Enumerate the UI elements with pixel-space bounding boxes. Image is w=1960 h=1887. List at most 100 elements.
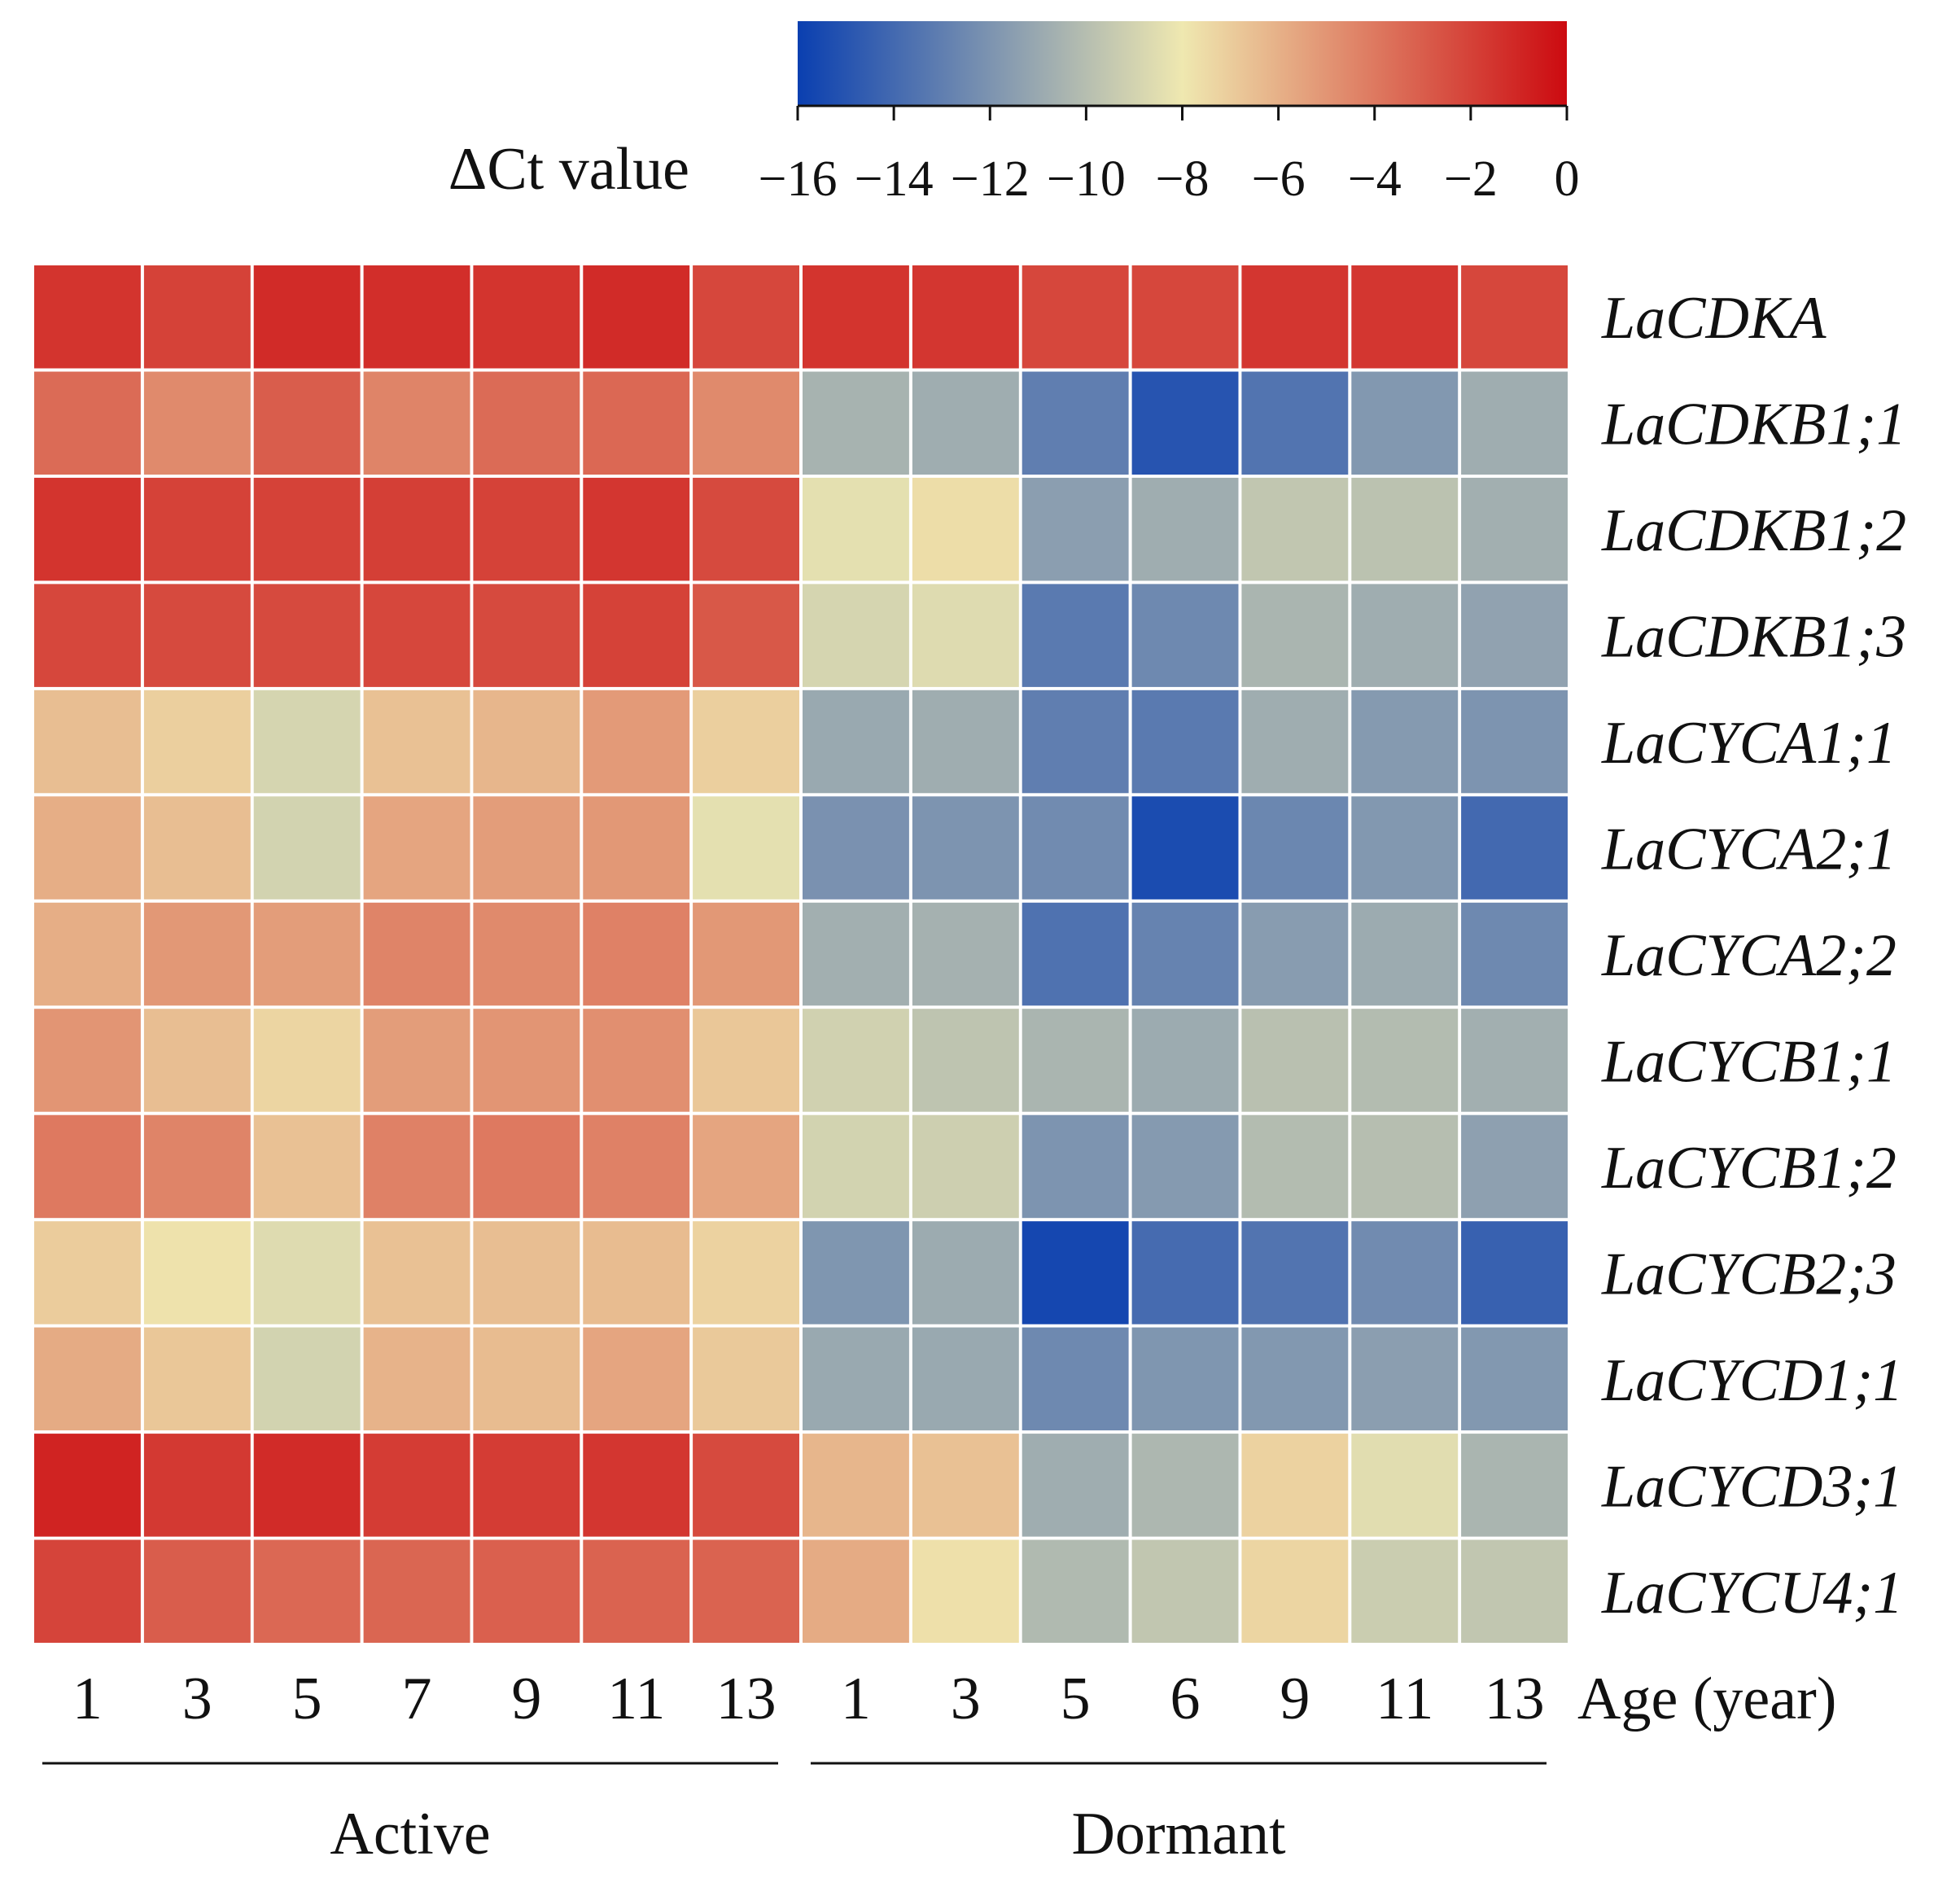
heatmap-cell bbox=[1241, 584, 1349, 687]
gene-label: LaCYCD1;1 bbox=[1601, 1347, 1903, 1414]
heatmap-cell bbox=[1241, 1009, 1349, 1112]
heatmap-cell bbox=[803, 690, 909, 794]
colorbar-title: ΔCt value bbox=[448, 136, 689, 203]
gene-label: LaCYCU4;1 bbox=[1601, 1560, 1903, 1626]
heatmap-cell bbox=[363, 690, 470, 794]
heatmap-cell bbox=[143, 796, 251, 900]
gene-label: LaCDKB1;2 bbox=[1601, 497, 1906, 564]
heatmap-cell bbox=[1241, 1327, 1349, 1431]
heatmap-cell bbox=[1461, 902, 1568, 1006]
heatmap-cell bbox=[1241, 690, 1349, 794]
heatmap-cell bbox=[1241, 477, 1349, 581]
heatmap-cell bbox=[803, 796, 909, 900]
heatmap-cell bbox=[1351, 796, 1459, 900]
heatmap-cell bbox=[473, 1114, 580, 1219]
heatmap-cell bbox=[34, 371, 141, 475]
heatmap-cells bbox=[34, 265, 1568, 1643]
heatmap-cell bbox=[1022, 1221, 1129, 1324]
heatmap-cell bbox=[1241, 371, 1349, 475]
column-label: 1 bbox=[72, 1666, 103, 1732]
heatmap-cell bbox=[912, 796, 1019, 900]
column-label: 3 bbox=[951, 1666, 981, 1732]
heatmap-cell bbox=[143, 1539, 251, 1643]
heatmap-cell bbox=[253, 1221, 361, 1324]
heatmap-cell bbox=[693, 690, 799, 794]
heatmap-cell bbox=[912, 477, 1019, 581]
heatmap-cell bbox=[1131, 371, 1239, 475]
heatmap-cell bbox=[1131, 1114, 1239, 1219]
colorbar-tick-label: −12 bbox=[951, 151, 1030, 207]
heatmap-cell bbox=[912, 265, 1019, 369]
heatmap-cell bbox=[34, 1539, 141, 1643]
heatmap-cell bbox=[473, 1009, 580, 1112]
heatmap-cell bbox=[473, 584, 580, 687]
heatmap-cell bbox=[363, 796, 470, 900]
heatmap-cell bbox=[473, 1539, 580, 1643]
heatmap-cell bbox=[1461, 1114, 1568, 1219]
heatmap-cell bbox=[912, 1114, 1019, 1219]
column-label: 5 bbox=[292, 1666, 322, 1732]
heatmap-cell bbox=[143, 902, 251, 1006]
colorbar-tick-label: 0 bbox=[1555, 151, 1580, 207]
heatmap-cell bbox=[912, 690, 1019, 794]
heatmap-cell bbox=[693, 371, 799, 475]
heatmap-cell bbox=[363, 477, 470, 581]
heatmap-cell bbox=[803, 371, 909, 475]
heatmap-cell bbox=[693, 1114, 799, 1219]
heatmap-cell bbox=[583, 902, 690, 1006]
heatmap-cell bbox=[1461, 584, 1568, 687]
heatmap-cell bbox=[912, 1221, 1019, 1324]
heatmap-cell bbox=[143, 1221, 251, 1324]
heatmap-cell bbox=[1351, 1009, 1459, 1112]
heatmap-cell bbox=[34, 1114, 141, 1219]
heatmap-cell bbox=[473, 796, 580, 900]
heatmap-cell bbox=[473, 902, 580, 1006]
heatmap-cell bbox=[1022, 371, 1129, 475]
heatmap-cell bbox=[363, 1009, 470, 1112]
heatmap-cell bbox=[1351, 265, 1459, 369]
colorbar-tick-label: −6 bbox=[1252, 151, 1306, 207]
heatmap-cell bbox=[1131, 1539, 1239, 1643]
heatmap-cell bbox=[1131, 690, 1239, 794]
colorbar-tick-label: −2 bbox=[1444, 151, 1498, 207]
heatmap-cell bbox=[583, 371, 690, 475]
heatmap-cell bbox=[1461, 477, 1568, 581]
heatmap-cell bbox=[693, 584, 799, 687]
heatmap-cell bbox=[1461, 690, 1568, 794]
heatmap-cell bbox=[34, 690, 141, 794]
heatmap-cell bbox=[583, 1114, 690, 1219]
heatmap-cell bbox=[693, 1434, 799, 1537]
heatmap-cell bbox=[1461, 1539, 1568, 1643]
heatmap-cell bbox=[143, 265, 251, 369]
heatmap-cell bbox=[1131, 477, 1239, 581]
heatmap-cell bbox=[693, 1009, 799, 1112]
column-label: 13 bbox=[716, 1666, 777, 1732]
heatmap-cell bbox=[363, 1221, 470, 1324]
gene-label: LaCYCD3;1 bbox=[1601, 1453, 1903, 1520]
group-brackets: Active Dormant bbox=[42, 1762, 1547, 1867]
heatmap-cell bbox=[1131, 584, 1239, 687]
heatmap-cell bbox=[1351, 902, 1459, 1006]
column-labels: 1 3 5 7 9 11 13 1 3 5 6 9 11 13 bbox=[72, 1666, 1545, 1732]
heatmap-cell bbox=[473, 690, 580, 794]
heatmap-cell bbox=[693, 796, 799, 900]
heatmap-cell bbox=[1241, 265, 1349, 369]
heatmap-cell bbox=[363, 1327, 470, 1431]
column-label: 5 bbox=[1061, 1666, 1091, 1732]
heatmap-cell bbox=[803, 265, 909, 369]
heatmap-cell bbox=[473, 1327, 580, 1431]
heatmap-cell bbox=[583, 1434, 690, 1537]
gene-label: LaCDKA bbox=[1601, 285, 1827, 352]
heatmap-cell bbox=[803, 477, 909, 581]
heatmap-cell bbox=[583, 690, 690, 794]
heatmap-cell bbox=[34, 1434, 141, 1537]
heatmap-cell bbox=[253, 1114, 361, 1219]
heatmap-cell bbox=[912, 1539, 1019, 1643]
colorbar-tick-label: −16 bbox=[759, 151, 838, 207]
heatmap-cell bbox=[143, 1009, 251, 1112]
heatmap-cell bbox=[253, 584, 361, 687]
heatmap-cell bbox=[363, 265, 470, 369]
heatmap-cell bbox=[1351, 1114, 1459, 1219]
heatmap-cell bbox=[803, 902, 909, 1006]
heatmap-cell bbox=[1131, 1434, 1239, 1537]
